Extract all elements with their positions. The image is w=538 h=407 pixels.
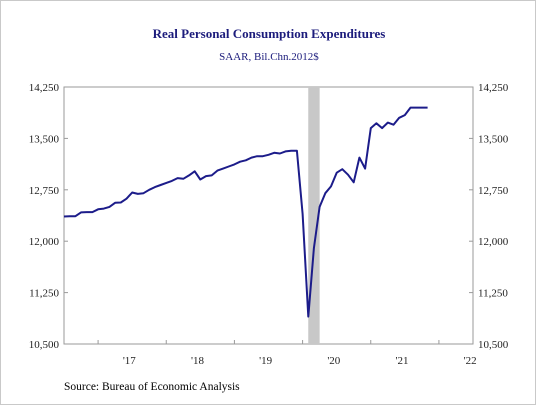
x-tick-label: '19	[259, 355, 272, 367]
y-tick-label-right: 12,750	[478, 185, 509, 197]
x-tick-label: '22	[464, 355, 477, 367]
chart-title: Real Personal Consumption Expenditures	[152, 26, 386, 41]
y-tick-label-right: 11,250	[478, 288, 508, 300]
y-tick-label-right: 10,500	[478, 339, 509, 351]
y-tick-label-right: 12,000	[478, 236, 509, 248]
x-tick-label: '18	[191, 355, 204, 367]
x-tick-label: '17	[123, 355, 136, 367]
plot-area-border	[63, 86, 474, 345]
recession-shade	[308, 87, 320, 344]
x-tick-label: '21	[396, 355, 409, 367]
y-tick-label-left: 11,250	[29, 288, 59, 300]
y-tick-label-left: 14,250	[29, 82, 60, 94]
series-line	[63, 106, 428, 318]
y-tick-label-left: 12,750	[29, 185, 60, 197]
chart-source: Source: Bureau of Economic Analysis	[64, 381, 240, 393]
y-tick-label-right: 14,250	[478, 82, 509, 94]
x-tick-label: '20	[327, 355, 340, 367]
y-tick-label-right: 13,500	[478, 133, 509, 145]
chart-subtitle: SAAR, Bil.Chn.2012$	[219, 51, 319, 63]
y-tick-label-left: 10,500	[29, 339, 60, 351]
y-tick-label-left: 12,000	[29, 236, 60, 248]
y-tick-label-left: 13,500	[29, 133, 60, 145]
